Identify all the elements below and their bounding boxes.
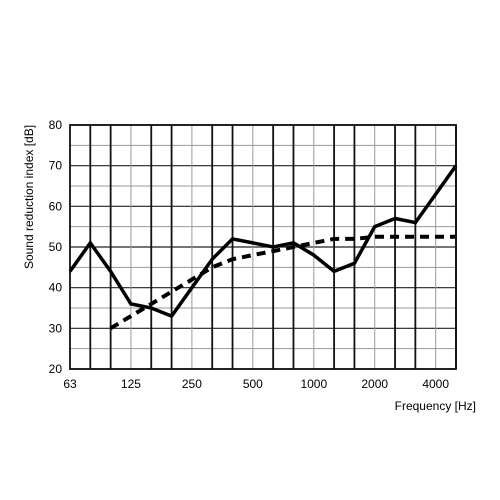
y-tick-label: 60: [49, 199, 63, 213]
x-axis-title: Frequency [Hz]: [395, 399, 476, 413]
series-lines: [68, 164, 458, 331]
x-tick-label: 63: [63, 377, 77, 391]
grid: [69, 124, 457, 370]
reference-curve-dashed: [109, 234, 456, 331]
y-tick-label: 40: [49, 281, 63, 295]
x-tick-label: 2000: [361, 377, 388, 391]
x-tick-label: 1000: [300, 377, 327, 391]
y-tick-label: 20: [49, 362, 63, 376]
x-tick-label: 250: [182, 377, 202, 391]
y-tick-label: 50: [49, 240, 63, 254]
axes: Sound reduction index [dB] Frequency [Hz…: [22, 118, 476, 413]
measured-curve-solid: [68, 164, 458, 319]
plot-frame: [69, 124, 457, 370]
x-tick-label: 4000: [422, 377, 449, 391]
y-axis-title: Sound reduction index [dB]: [22, 125, 36, 269]
x-tick-label: 500: [243, 377, 263, 391]
x-tick-label: 125: [121, 377, 141, 391]
y-tick-label: 70: [49, 159, 63, 173]
y-tick-label: 30: [49, 321, 63, 335]
y-tick-label: 80: [49, 118, 63, 132]
